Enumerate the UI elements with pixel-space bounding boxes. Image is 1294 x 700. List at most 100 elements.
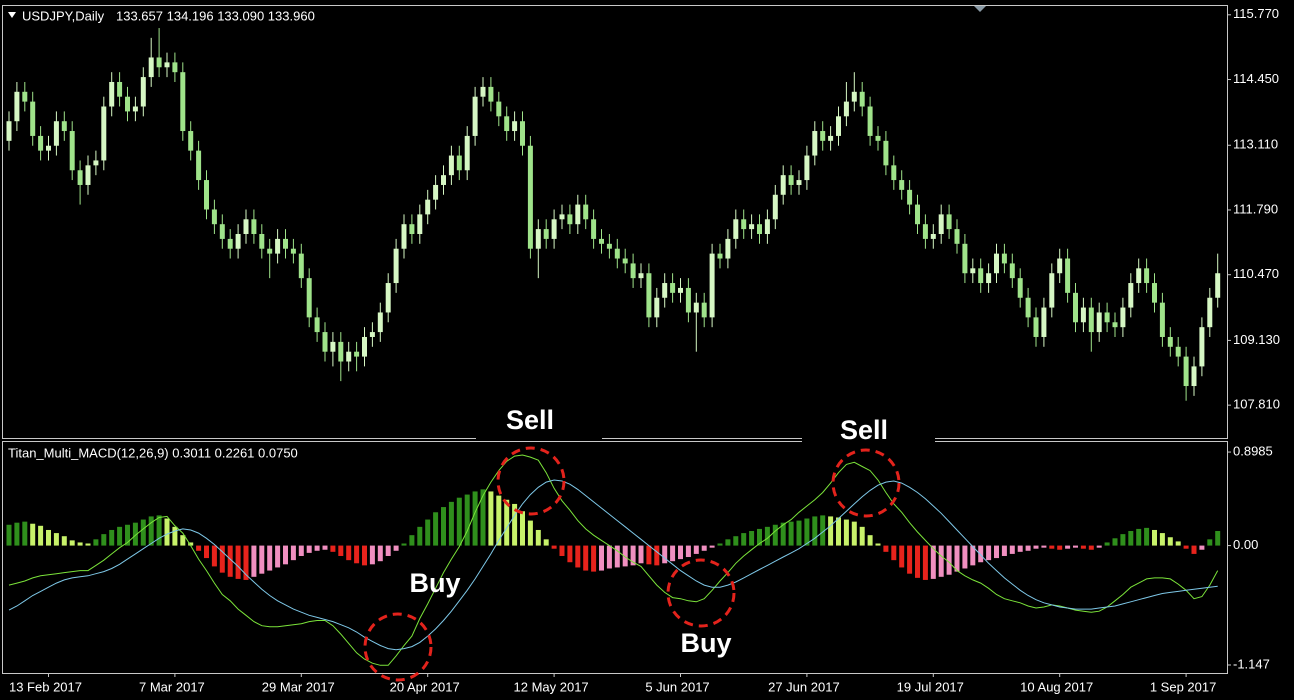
annotation-layer: Sell Sell Buy Buy xyxy=(409,405,888,658)
x-tick-label: 20 Apr 2017 xyxy=(390,679,460,694)
histogram-bar xyxy=(954,545,960,572)
candle-body xyxy=(53,121,59,146)
histogram-bar xyxy=(393,545,399,551)
ohlc-readout: 133.657 134.196 133.090 133.960 xyxy=(116,8,315,23)
candle-body xyxy=(828,135,834,141)
candle-body xyxy=(875,135,881,141)
candle-body xyxy=(148,57,154,78)
histogram-bar xyxy=(46,529,51,546)
histogram-bar xyxy=(53,533,59,546)
histogram-bar xyxy=(235,545,241,579)
candle-body xyxy=(1057,258,1063,274)
histogram-bar xyxy=(820,515,826,546)
candle-body xyxy=(622,258,628,264)
histogram-bar xyxy=(836,517,841,546)
histogram-bar xyxy=(1009,545,1015,554)
candle-body xyxy=(843,101,849,117)
histogram-bar xyxy=(851,521,857,546)
candle-body xyxy=(1033,317,1039,337)
histogram-bar xyxy=(409,535,415,546)
candle-body xyxy=(1104,312,1110,323)
histogram-bar xyxy=(251,545,257,577)
y-tick-label: 111.790 xyxy=(1233,201,1278,216)
histogram-bar xyxy=(362,545,367,566)
candle-body xyxy=(1136,268,1142,284)
candle-body xyxy=(1088,307,1094,333)
histogram-bar xyxy=(441,507,446,546)
candle-body xyxy=(464,135,470,171)
candle-body xyxy=(504,116,510,132)
y-tick-label: 0.8985 xyxy=(1233,443,1273,458)
candle-body xyxy=(527,145,533,249)
histogram-bar xyxy=(796,520,802,546)
histogram-bar xyxy=(614,545,620,568)
histogram-bar xyxy=(733,536,739,546)
indicator-line xyxy=(8,479,1218,651)
histogram-bar xyxy=(1207,539,1213,546)
candle-body xyxy=(456,155,462,171)
candle-body xyxy=(733,219,739,239)
x-tick-label: 5 Jun 2017 xyxy=(645,679,709,694)
candle-body xyxy=(38,135,44,151)
candle-body xyxy=(1159,302,1165,337)
candle-body xyxy=(946,214,952,230)
histogram-bar xyxy=(883,545,889,552)
histogram-bar xyxy=(575,545,581,568)
candle-body xyxy=(591,219,597,239)
histogram-bar xyxy=(1128,531,1134,546)
candle-body xyxy=(322,332,328,352)
histogram-bar xyxy=(456,497,462,546)
candle-body xyxy=(1128,283,1134,308)
candle-body xyxy=(235,234,241,249)
candle-body xyxy=(1167,336,1173,347)
candle-body xyxy=(820,131,826,141)
candle-body xyxy=(859,91,865,107)
candle-body xyxy=(1025,297,1031,318)
histogram-bar xyxy=(14,522,20,546)
candle-body xyxy=(448,155,454,176)
candle-body xyxy=(567,214,573,225)
histogram-bar xyxy=(433,512,439,546)
histogram-bar xyxy=(77,542,83,546)
candle-body xyxy=(749,224,755,230)
histogram-bar xyxy=(1159,533,1165,546)
histogram-bar xyxy=(6,524,12,546)
candle-body xyxy=(938,214,944,235)
histogram-bar xyxy=(259,545,265,574)
candle-body xyxy=(1120,307,1126,328)
histogram-bar xyxy=(172,526,178,546)
annotation: Sell xyxy=(506,405,554,435)
candle-body xyxy=(1175,346,1181,357)
histogram-bar xyxy=(243,545,249,580)
candle-body xyxy=(85,165,91,185)
y-tick-label: 109.130 xyxy=(1233,332,1280,347)
histogram-bar xyxy=(788,521,794,546)
candle-body xyxy=(417,214,423,235)
histogram-bar xyxy=(986,545,992,561)
x-tick-label: 1 Sep 2017 xyxy=(1150,679,1217,694)
candle-body xyxy=(772,194,778,220)
histogram-bar xyxy=(970,545,976,566)
candle-body xyxy=(551,219,557,239)
histogram-bar xyxy=(338,545,344,556)
histogram-bar xyxy=(1065,545,1071,549)
candle-body xyxy=(6,121,12,141)
histogram-bar xyxy=(764,526,770,546)
candle-body xyxy=(496,101,502,117)
candle-body xyxy=(543,229,549,239)
histogram-bar xyxy=(622,545,628,567)
histogram-bar xyxy=(1096,545,1102,548)
candle-body xyxy=(780,175,786,195)
candle-body xyxy=(1017,278,1023,298)
histogram-bar xyxy=(1017,545,1023,552)
candle-body xyxy=(46,145,51,151)
candle-body xyxy=(251,219,257,235)
histogram-bar xyxy=(314,545,320,551)
candle-body xyxy=(275,238,281,254)
y-tick-label: -1.147 xyxy=(1233,656,1270,671)
candle-body xyxy=(685,287,691,313)
candle-body xyxy=(1199,327,1205,367)
histogram-bar xyxy=(1191,545,1197,554)
candle-body xyxy=(362,336,367,357)
